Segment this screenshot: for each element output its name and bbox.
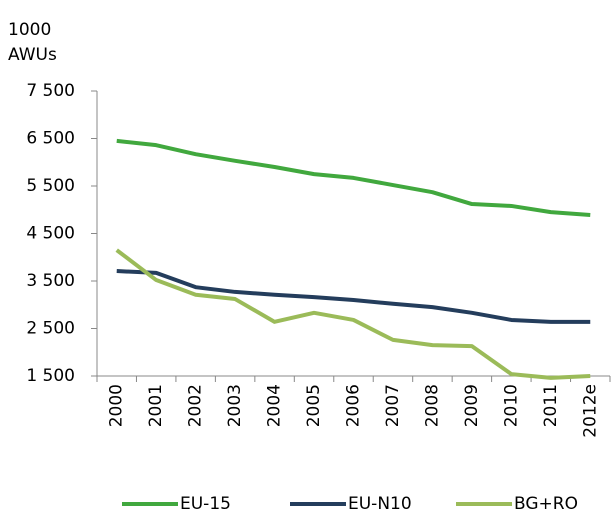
- x-tick-label: 2006: [344, 384, 364, 427]
- x-tick-label: 2007: [383, 384, 403, 427]
- legend-label: BG+RO: [514, 494, 578, 514]
- legend-label: EU-15: [180, 494, 231, 514]
- y-tick-label: 7 500: [26, 81, 75, 101]
- x-tick-label: 2009: [462, 384, 482, 427]
- series-line: [115, 248, 591, 380]
- x-tick-label: 2001: [146, 384, 166, 427]
- x-tick-label: 2005: [304, 384, 324, 427]
- y-axis-label: AWUs: [8, 45, 57, 65]
- y-axis-unit: 1000: [8, 20, 51, 40]
- y-tick-label: 5 500: [26, 176, 75, 196]
- x-tick-label: 2002: [186, 384, 206, 427]
- x-tick-label: 2010: [501, 384, 521, 427]
- x-tick-label: 2004: [265, 384, 285, 427]
- x-tick-label: 2003: [225, 384, 245, 427]
- y-tick-label: 4 500: [26, 224, 75, 244]
- legend-label: EU-N10: [348, 494, 412, 514]
- y-tick-label: 2 500: [26, 319, 75, 339]
- y-tick-label: 6 500: [26, 129, 75, 149]
- x-tick-label: 2012e: [580, 384, 600, 438]
- series-line: [116, 138, 591, 217]
- x-tick-label: 2000: [107, 384, 127, 427]
- y-tick-label: 3 500: [26, 271, 75, 291]
- series-line: [116, 269, 591, 324]
- y-tick-label: 1 500: [26, 366, 75, 386]
- x-tick-label: 2011: [541, 384, 561, 427]
- x-tick-label: 2008: [422, 384, 442, 427]
